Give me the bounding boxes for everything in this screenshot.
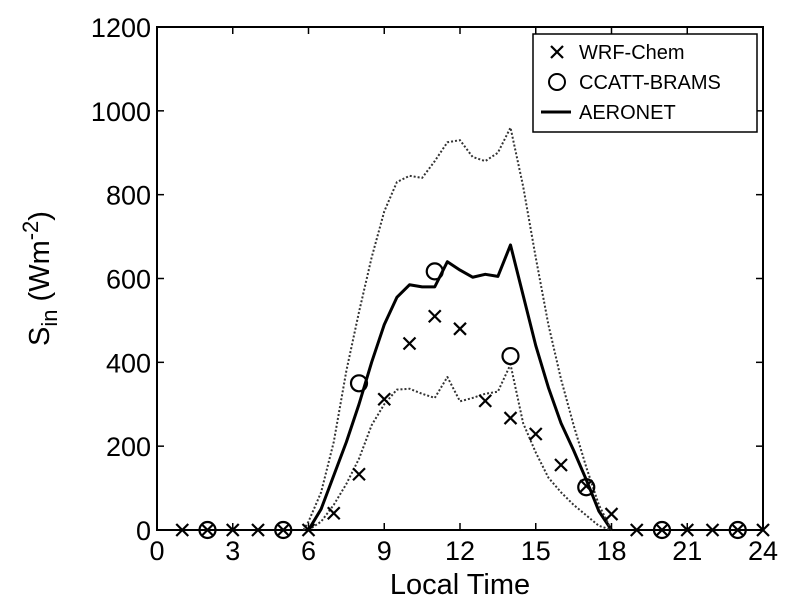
x-tick-label: 6 <box>301 536 316 566</box>
x-tick-label: 12 <box>445 536 475 566</box>
x-tick-label: 9 <box>377 536 392 566</box>
wrf-chem-point <box>579 479 594 493</box>
wrf-chem-point <box>528 427 543 441</box>
wrf-chem-point <box>427 309 442 324</box>
x-tick-label: 18 <box>596 536 626 566</box>
ccatt-brams-point <box>501 346 520 366</box>
x-tick-label: 24 <box>748 536 778 566</box>
x-tick-label: 3 <box>225 536 240 566</box>
legend-label: AERONET <box>579 102 676 124</box>
ccatt-brams-point <box>577 478 596 497</box>
legend-entry: AERONET <box>541 102 676 124</box>
wrf-chem-point <box>377 392 392 406</box>
wrf-chem-point <box>276 523 291 537</box>
wrf-chem-point <box>705 523 720 537</box>
legend-items: WRF-Chem CCATT-BRAMS AERONET <box>541 42 721 124</box>
y-axis-subscript: in <box>37 310 62 327</box>
y-tick-label: 0 <box>136 516 151 546</box>
wrf-chem-point <box>655 523 669 537</box>
ccatt-brams-point <box>198 520 217 540</box>
x-axis-title: Local Time <box>390 569 530 601</box>
wrf-chem-point <box>730 523 745 537</box>
wrf-chem-point <box>453 322 467 336</box>
legend-entry: CCATT-BRAMS <box>548 72 721 94</box>
wrf-chem-point <box>604 507 619 521</box>
aeronet-line <box>307 243 613 531</box>
y-tick-label: 400 <box>106 348 151 378</box>
ccatt-brams-point <box>425 262 444 281</box>
wrf-chem-point <box>554 458 568 472</box>
legend-entry: WRF-Chem <box>550 42 685 64</box>
y-axis-unit-superscript: -2 <box>18 221 43 241</box>
wrf-chem-point <box>503 411 518 425</box>
wrf-chem-point <box>629 523 644 537</box>
y-axis-title: Sin (Wm-2) <box>18 211 62 346</box>
y-axis-unit-close: ) <box>24 211 56 221</box>
legend-label: WRF-Chem <box>579 42 685 64</box>
series-layer <box>175 126 770 540</box>
x-tick-label: 0 <box>149 536 164 566</box>
ccatt-brams-point <box>274 520 293 540</box>
wrf-chem-point <box>352 467 366 482</box>
ccatt-brams-point <box>349 374 369 393</box>
wrf-chem-point <box>402 336 417 351</box>
ccatt-brams-point <box>652 520 672 540</box>
wrf-chem-point <box>175 523 190 537</box>
ccatt-brams-point <box>728 520 747 540</box>
dotted-bound-line-4 <box>307 363 612 531</box>
y-tick-label: 1200 <box>91 13 151 43</box>
y-axis-symbol: S <box>24 327 56 346</box>
y-tick-label: 200 <box>106 432 151 462</box>
legend-label: CCATT-BRAMS <box>579 72 721 94</box>
y-tick-label: 1000 <box>91 97 151 127</box>
wrf-chem-point <box>200 523 215 537</box>
x-tick-label: 21 <box>672 536 702 566</box>
ticks-layer: 0 3 6 9 12 15 18 21 24 0 200 400 600 800 1000 1200 <box>91 13 778 566</box>
y-axis-unit-open: (Wm <box>24 240 56 309</box>
legend: WRF-Chem CCATT-BRAMS AERONET <box>532 33 758 133</box>
wrf-chem-point <box>251 523 265 537</box>
wrf-chem-point <box>326 506 341 521</box>
legend-box <box>532 33 758 133</box>
x-tick-label: 15 <box>521 536 551 566</box>
y-tick-label: 800 <box>106 181 151 211</box>
dotted-bound-line-3 <box>302 126 613 531</box>
wrf-chem-point <box>478 394 493 408</box>
y-tick-label: 600 <box>106 265 151 295</box>
legend-marker-circle <box>548 73 566 91</box>
